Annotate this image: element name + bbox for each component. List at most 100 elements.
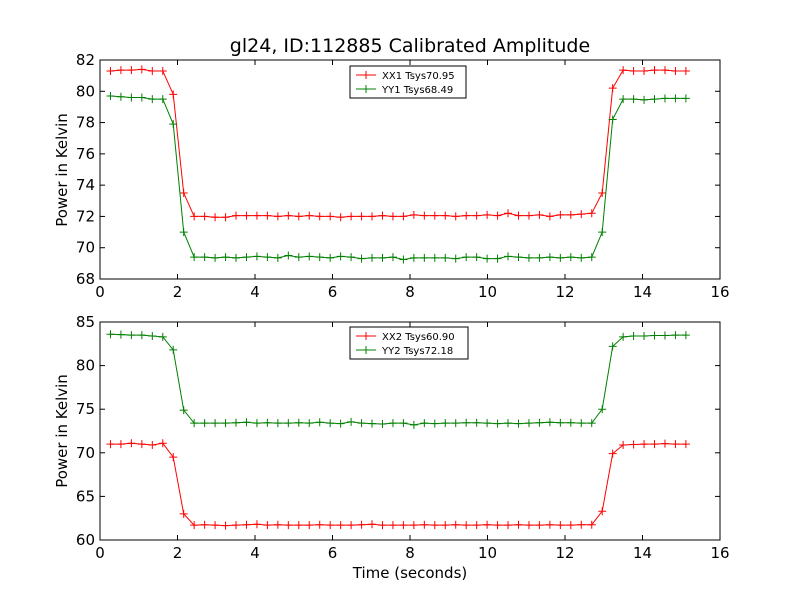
data-point: [200, 212, 209, 221]
legend-label: YY2 Tsys72.18: [381, 346, 453, 357]
data-point: [169, 120, 178, 129]
data-point: [524, 253, 533, 262]
x-tick-label: 4: [250, 544, 260, 562]
data-point: [106, 91, 115, 100]
data-point: [451, 419, 460, 428]
y-tick-label: 80: [76, 357, 95, 375]
data-point: [524, 521, 533, 530]
data-point: [608, 115, 617, 124]
x-tick-label: 6: [328, 544, 338, 562]
data-point: [273, 212, 282, 221]
data-point: [368, 212, 377, 221]
data-point: [430, 211, 439, 220]
data-point: [650, 66, 659, 75]
y-tick-label: 70: [76, 239, 95, 257]
y-tick-label: 65: [76, 487, 95, 505]
data-point: [535, 418, 544, 427]
data-point: [504, 209, 513, 218]
data-point: [336, 419, 345, 428]
data-point: [357, 419, 366, 428]
data-point: [347, 253, 356, 262]
data-point: [650, 440, 659, 449]
y-tick-label: 75: [76, 400, 95, 418]
y-tick-label: 78: [76, 114, 95, 132]
data-point: [190, 521, 199, 530]
data-point: [305, 211, 314, 220]
data-point: [357, 254, 366, 263]
data-point: [252, 252, 261, 261]
data-point: [116, 330, 125, 339]
data-point: [671, 331, 680, 340]
legend-label: XX1 Tsys70.95: [382, 71, 455, 82]
data-point: [671, 440, 680, 449]
data-point: [315, 212, 324, 221]
data-point: [336, 213, 345, 222]
data-point: [524, 211, 533, 220]
data-point: [252, 520, 261, 529]
legend: XX2 Tsys60.90 YY2 Tsys72.18: [349, 326, 469, 360]
data-point: [430, 521, 439, 530]
data-point: [294, 418, 303, 427]
data-point: [483, 419, 492, 428]
data-point: [493, 521, 502, 530]
data-point: [211, 521, 220, 530]
y-tick-label: 72: [76, 207, 95, 225]
data-point: [409, 253, 418, 262]
data-point: [347, 521, 356, 530]
data-point: [148, 66, 157, 75]
data-point: [681, 331, 690, 340]
y-tick-label: 68: [76, 270, 95, 288]
data-point: [336, 521, 345, 530]
data-point: [388, 419, 397, 428]
y-tick-label: 74: [76, 176, 95, 194]
data-point: [681, 440, 690, 449]
data-point: [326, 521, 335, 530]
y-tick-label: 70: [76, 444, 95, 462]
data-point: [472, 521, 481, 530]
data-point: [116, 66, 125, 75]
data-point: [619, 440, 628, 449]
x-tick-label: 10: [478, 283, 497, 301]
data-point: [566, 418, 575, 427]
x-tick-label: 0: [95, 544, 105, 562]
data-point: [148, 440, 157, 449]
data-point: [378, 211, 387, 220]
data-point: [566, 253, 575, 262]
data-point: [315, 520, 324, 529]
data-point: [629, 66, 638, 75]
data-point: [242, 520, 251, 529]
data-point: [211, 419, 220, 428]
data-point: [420, 211, 429, 220]
data-point: [158, 66, 167, 75]
data-point: [368, 520, 377, 529]
data-point: [357, 212, 366, 221]
data-point: [200, 419, 209, 428]
data-point: [619, 66, 628, 75]
data-point: [660, 94, 669, 103]
data-point: [252, 419, 261, 428]
data-point: [556, 210, 565, 219]
data-point: [545, 212, 554, 221]
data-point: [514, 253, 523, 262]
data-point: [545, 520, 554, 529]
data-point: [629, 331, 638, 340]
top-plot: gl24, ID:112885 Calibrated Amplitude Pow…: [53, 35, 730, 301]
data-point: [326, 253, 335, 262]
data-point: [294, 253, 303, 262]
data-point: [190, 419, 199, 428]
data-point: [587, 209, 596, 218]
x-tick-label: 10: [478, 544, 497, 562]
data-point: [472, 253, 481, 262]
x-tick-label: 2: [173, 544, 183, 562]
data-point: [556, 418, 565, 427]
legend-label: XX2 Tsys60.90: [382, 332, 455, 343]
data-point: [284, 211, 293, 220]
data-point: [284, 251, 293, 260]
data-point: [577, 253, 586, 262]
data-point: [273, 520, 282, 529]
data-point: [169, 90, 178, 99]
x-tick-label: 4: [250, 283, 260, 301]
data-point: [284, 419, 293, 428]
legend-box: [349, 326, 469, 360]
